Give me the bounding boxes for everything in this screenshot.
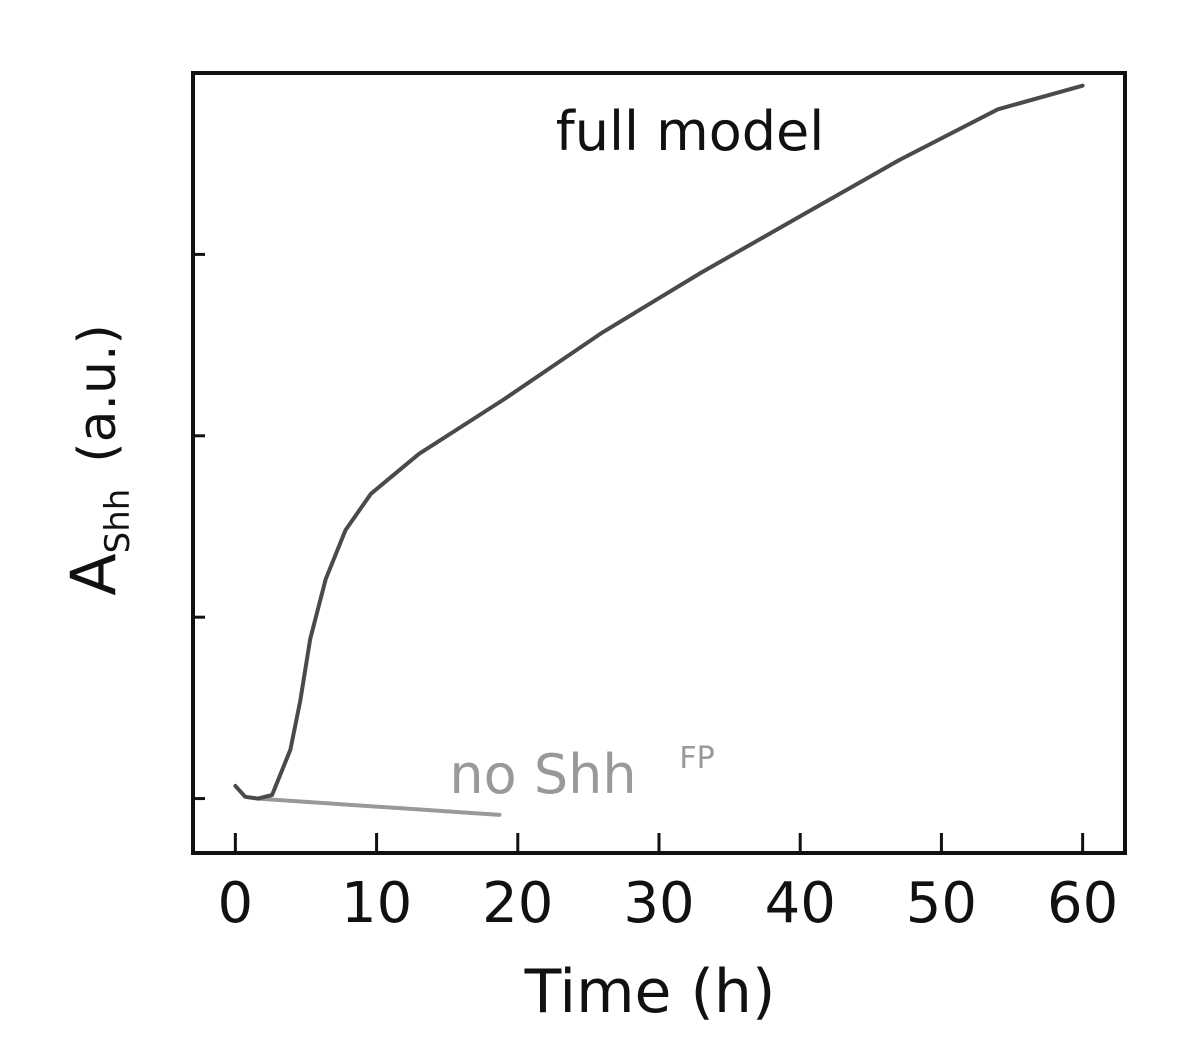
x-tick-label: 60	[1047, 871, 1118, 936]
y-axis-label: AShh (a.u.)	[57, 324, 138, 596]
series-line	[233, 83, 1085, 801]
plot-frame	[191, 71, 1127, 855]
y-label-unit: (a.u.)	[68, 324, 128, 462]
y-label-main: A	[57, 553, 130, 595]
x-tick-label: 40	[765, 871, 836, 936]
series-annotation: full model	[556, 100, 825, 163]
x-tick-label: 0	[218, 871, 254, 936]
x-tick-label: 50	[906, 871, 977, 936]
y-axis-label-text: AShh (a.u.)	[57, 324, 138, 596]
x-tick-label: 20	[482, 871, 553, 936]
series-line	[256, 796, 502, 817]
x-tick-label: 10	[341, 871, 412, 936]
y-label-subscript: Shh	[98, 489, 138, 554]
series-annotation-superscript: FP	[679, 741, 714, 776]
x-tick-label: 30	[623, 871, 694, 936]
series-annotation: no Shh	[449, 743, 636, 806]
x-axis-label: Time (h)	[524, 957, 776, 1027]
